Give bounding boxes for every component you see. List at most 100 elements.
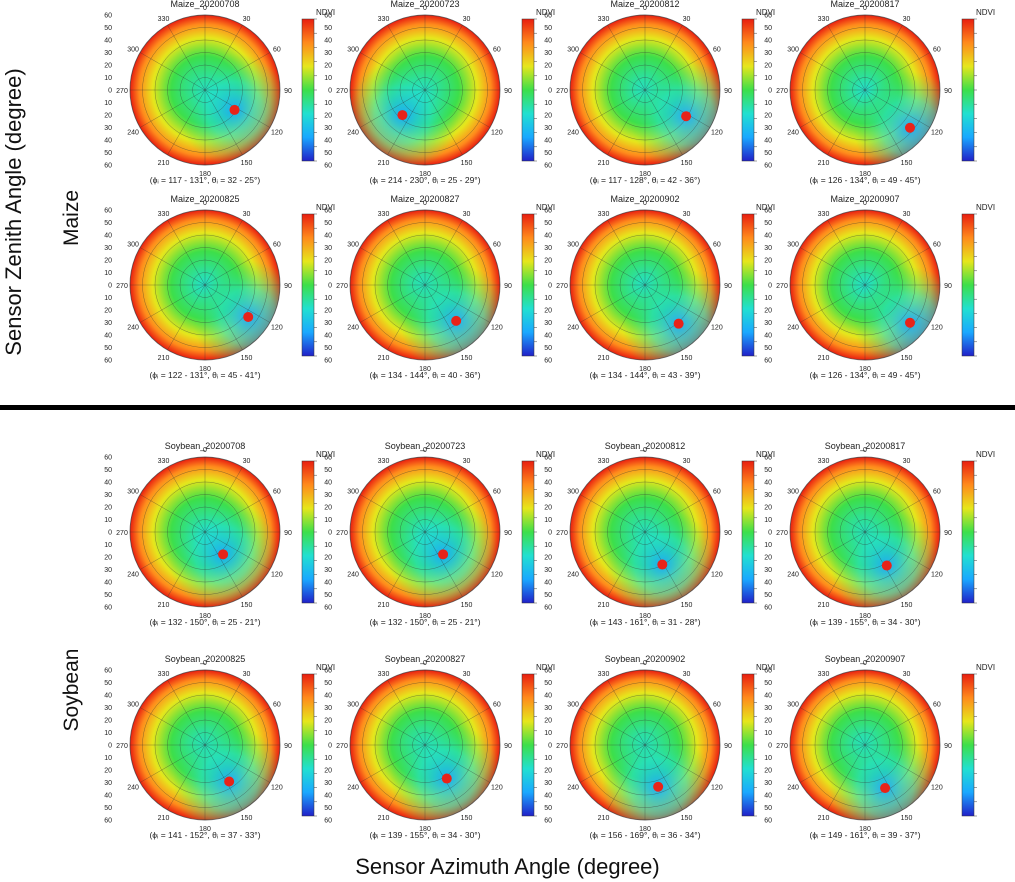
azimuth-tick-label: 0 bbox=[863, 447, 867, 454]
grid-spoke bbox=[644, 247, 711, 286]
zenith-tick-label: 10 bbox=[764, 755, 772, 762]
azimuth-tick-label: 270 bbox=[556, 88, 568, 95]
azimuth-tick-label: 240 bbox=[127, 130, 139, 137]
zenith-tick-label: 40 bbox=[104, 38, 112, 45]
azimuth-tick-label: 330 bbox=[818, 458, 830, 465]
azimuth-tick-label: 240 bbox=[787, 572, 799, 579]
zenith-tick-label: 30 bbox=[764, 492, 772, 499]
zenith-tick-label: 60 bbox=[324, 605, 332, 612]
azimuth-tick-label: 60 bbox=[273, 702, 281, 709]
zenith-tick-label: 20 bbox=[324, 308, 332, 315]
zenith-tick-label: 10 bbox=[104, 100, 112, 107]
grid-spoke bbox=[167, 679, 206, 746]
azimuth-tick-label: 90 bbox=[724, 88, 732, 95]
sun-geometry-caption: (ϕᵢ = 214 - 230°, θᵢ = 25 - 29°) bbox=[369, 175, 480, 185]
polar-panel: 0306090120150180210240270300330605040302… bbox=[104, 194, 335, 380]
polar-panel: 0306090120150180210240270300330605040302… bbox=[764, 441, 995, 627]
zenith-tick-label: 60 bbox=[104, 605, 112, 612]
azimuth-tick-label: 240 bbox=[787, 130, 799, 137]
zenith-tick-label: 30 bbox=[324, 567, 332, 574]
grid-spoke bbox=[799, 89, 866, 128]
grid-spoke bbox=[204, 531, 243, 598]
panel-title: Soybean_20200902 bbox=[605, 654, 686, 664]
zenith-tick-label: 50 bbox=[324, 220, 332, 227]
azimuth-tick-label: 270 bbox=[776, 530, 788, 537]
sun-geometry-caption: (ϕᵢ = 126 - 134°, θᵢ = 49 - 45°) bbox=[809, 370, 920, 380]
grid-spoke bbox=[359, 494, 426, 533]
grid-spoke bbox=[424, 466, 463, 533]
zenith-tick-label: 60 bbox=[764, 455, 772, 462]
polar-panel: 0306090120150180210240270300330605040302… bbox=[324, 654, 555, 840]
zenith-tick-label: 10 bbox=[544, 517, 552, 524]
grid-spoke bbox=[204, 247, 271, 286]
grid-spoke bbox=[139, 707, 206, 746]
zenith-tick-label: 50 bbox=[764, 220, 772, 227]
azimuth-tick-label: 240 bbox=[127, 785, 139, 792]
colorbar-label: NDVI bbox=[316, 663, 335, 672]
zenith-tick-label: 0 bbox=[768, 530, 772, 537]
azimuth-tick-label: 0 bbox=[863, 660, 867, 667]
zenith-tick-label: 30 bbox=[104, 245, 112, 252]
grid-spoke bbox=[204, 679, 243, 746]
zenith-tick-label: 10 bbox=[764, 517, 772, 524]
zenith-tick-label: 60 bbox=[104, 455, 112, 462]
azimuth-tick-label: 60 bbox=[273, 242, 281, 249]
zenith-tick-label: 40 bbox=[104, 693, 112, 700]
azimuth-tick-label: 30 bbox=[683, 671, 691, 678]
azimuth-tick-label: 240 bbox=[567, 572, 579, 579]
zenith-tick-label: 60 bbox=[764, 605, 772, 612]
zenith-tick-label: 30 bbox=[764, 245, 772, 252]
panel-title: Soybean_20200817 bbox=[825, 441, 906, 451]
zenith-tick-label: 30 bbox=[544, 705, 552, 712]
azimuth-tick-label: 210 bbox=[818, 815, 830, 822]
azimuth-tick-label: 30 bbox=[243, 211, 251, 218]
zenith-tick-label: 10 bbox=[324, 295, 332, 302]
grid-spoke bbox=[167, 24, 206, 91]
azimuth-tick-label: 0 bbox=[203, 660, 207, 667]
grid-spoke bbox=[204, 466, 243, 533]
sun-position-marker bbox=[880, 783, 891, 794]
zenith-tick-label: 10 bbox=[104, 542, 112, 549]
panel-title: Soybean_20200907 bbox=[825, 654, 906, 664]
zenith-tick-label: 50 bbox=[104, 592, 112, 599]
grid-spoke bbox=[204, 531, 271, 570]
grid-spoke bbox=[387, 219, 426, 286]
zenith-tick-label: 50 bbox=[544, 220, 552, 227]
panel-title: Maize_20200817 bbox=[830, 0, 899, 9]
azimuth-tick-label: 0 bbox=[423, 447, 427, 454]
zenith-tick-label: 10 bbox=[104, 517, 112, 524]
azimuth-tick-label: 240 bbox=[787, 785, 799, 792]
zenith-tick-label: 10 bbox=[764, 295, 772, 302]
panel-title: Soybean_20200812 bbox=[605, 441, 686, 451]
azimuth-tick-label: 90 bbox=[284, 88, 292, 95]
azimuth-tick-label: 60 bbox=[933, 242, 941, 249]
grid-spoke bbox=[167, 284, 206, 351]
azimuth-tick-label: 0 bbox=[423, 200, 427, 207]
zenith-tick-label: 40 bbox=[544, 138, 552, 145]
azimuth-tick-label: 120 bbox=[491, 130, 503, 137]
zenith-tick-label: 50 bbox=[544, 345, 552, 352]
sun-position-marker bbox=[438, 549, 449, 560]
azimuth-tick-label: 330 bbox=[158, 671, 170, 678]
zenith-tick-label: 50 bbox=[104, 345, 112, 352]
azimuth-tick-label: 330 bbox=[598, 458, 610, 465]
grid-spoke bbox=[799, 707, 866, 746]
azimuth-tick-label: 240 bbox=[567, 130, 579, 137]
zenith-tick-label: 20 bbox=[324, 718, 332, 725]
grid-spoke bbox=[579, 531, 646, 570]
zenith-tick-label: 60 bbox=[764, 358, 772, 365]
sun-position-marker bbox=[657, 559, 668, 570]
azimuth-tick-label: 270 bbox=[336, 283, 348, 290]
azimuth-tick-label: 90 bbox=[944, 530, 952, 537]
sun-geometry-caption: (ϕᵢ = 132 - 150°, θᵢ = 25 - 21°) bbox=[369, 617, 480, 627]
azimuth-tick-label: 270 bbox=[116, 743, 128, 750]
grid-spoke bbox=[827, 679, 866, 746]
grid-spoke bbox=[644, 52, 711, 91]
grid-spoke bbox=[424, 531, 463, 598]
azimuth-tick-label: 270 bbox=[336, 743, 348, 750]
polar-panel: 0306090120150180210240270300330605040302… bbox=[104, 0, 335, 185]
azimuth-tick-label: 120 bbox=[711, 572, 723, 579]
azimuth-tick-label: 210 bbox=[598, 602, 610, 609]
grid-spoke bbox=[204, 707, 271, 746]
sun-geometry-caption: (ϕᵢ = 143 - 161°, θᵢ = 31 - 28°) bbox=[589, 617, 700, 627]
